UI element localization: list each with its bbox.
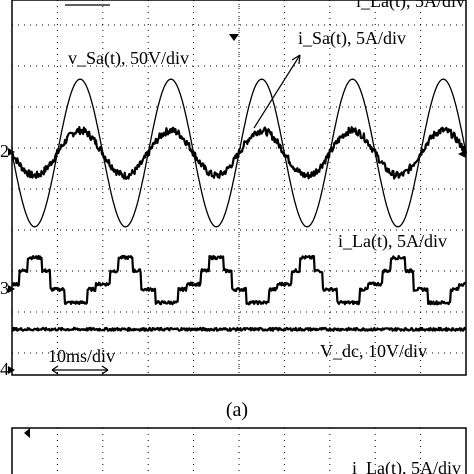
panel-b: i_La(t), 5A/div bbox=[11, 427, 467, 474]
svg-text:4: 4 bbox=[0, 359, 9, 379]
label-isa: i_Sa(t), 5A/div bbox=[298, 28, 406, 49]
panel-a-grid bbox=[12, 0, 466, 375]
trace-i-la-t bbox=[11, 254, 467, 306]
label-ila: i_La(t), 5A/div bbox=[338, 231, 447, 252]
panel-a-waveforms bbox=[11, 78, 468, 332]
channel-marker-3: 3 bbox=[0, 278, 15, 298]
right-marker-icon bbox=[458, 150, 466, 158]
trace-i-sa-t bbox=[11, 125, 468, 180]
isa-pointer-arrow bbox=[253, 54, 301, 129]
timebase-arrow-icon bbox=[51, 365, 109, 375]
svg-text:2: 2 bbox=[0, 141, 9, 161]
panel-b-trigger-marker-icon bbox=[24, 428, 30, 438]
trigger-marker-icon bbox=[229, 34, 239, 41]
panel-a: i_La(t), 5A/div v_Sa(t), 50V/div i_Sa(t)… bbox=[0, 0, 468, 379]
label-vdc: V_dc, 10V/div bbox=[320, 341, 427, 361]
panel-b-partial-label: i_La(t), 5A/div bbox=[352, 458, 461, 474]
label-timebase: 10ms/div bbox=[48, 346, 115, 366]
channel-marker-2: 2 bbox=[0, 141, 15, 161]
svg-text:3: 3 bbox=[0, 278, 9, 298]
top-partial-label: i_La(t), 5A/div bbox=[356, 0, 465, 12]
channel-marker-4: 4 bbox=[0, 359, 15, 379]
label-vsa: v_Sa(t), 50V/div bbox=[68, 48, 189, 69]
caption-a: (a) bbox=[226, 399, 248, 421]
trace-v-dc bbox=[11, 326, 467, 332]
